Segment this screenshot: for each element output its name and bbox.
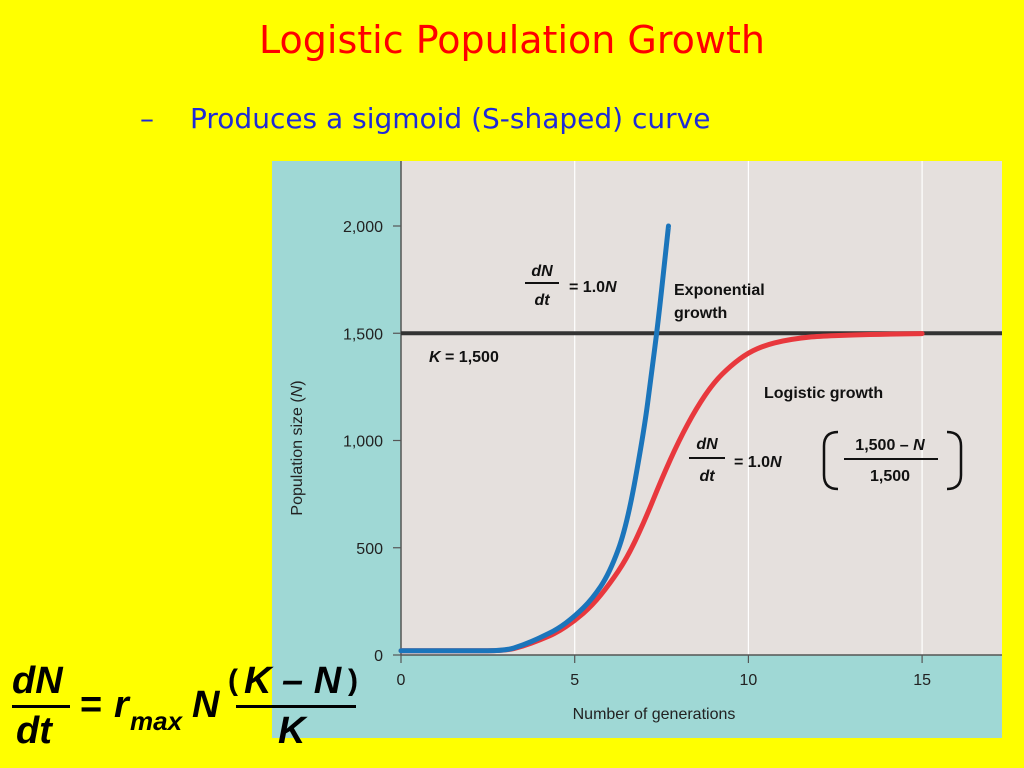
log-eq-fraction-bar <box>689 457 725 459</box>
plot-area <box>401 161 1002 655</box>
y-tick-label: 2,000 <box>343 219 383 236</box>
bullet-point: – Produces a sigmoid (S-shaped) curve <box>140 102 710 135</box>
k-label: K = 1,500 <box>429 349 499 366</box>
formula-lhs-numerator: dN <box>12 660 63 702</box>
slide-title: Logistic Population Growth <box>259 18 765 62</box>
formula-r-subscript: max <box>130 706 183 736</box>
grid <box>574 161 923 655</box>
x-axis-label: Number of generations <box>573 706 736 723</box>
exp-eq-numerator: dN <box>531 263 553 280</box>
exponential-equation: dN dt = 1.0N <box>525 263 617 309</box>
y-tick-label: 1,000 <box>343 434 383 451</box>
log-eq-denominator: dt <box>699 468 715 485</box>
formula-lhs-denominator: dt <box>16 710 52 752</box>
log-eq-left-paren <box>822 430 839 491</box>
bullet-text: Produces a sigmoid (S-shaped) curve <box>190 102 711 135</box>
exponential-growth-curve <box>398 223 671 654</box>
formula-denominator: K <box>278 710 306 752</box>
y-tick-label: 0 <box>374 648 383 665</box>
exp-eq-rhs: = 1.0N <box>569 279 617 296</box>
ticks: 0 500 1,000 1,500 2,000 0 5 10 15 <box>343 219 931 689</box>
formula-k-minus-n: K – N <box>244 660 342 702</box>
formula-n: N <box>192 684 220 726</box>
formula-r: r <box>114 684 129 726</box>
formula-open-paren: ( <box>228 664 238 697</box>
y-tick-label: 1,500 <box>343 326 383 343</box>
population-chart: 0 500 1,000 1,500 2,000 0 5 10 15 Number of gene… <box>272 161 1002 738</box>
logistic-equation: dN dt = 1.0N 1,500 – N 1,500 <box>689 430 963 491</box>
chart-panel: 0 500 1,000 1,500 2,000 0 5 10 15 Number of gene… <box>272 161 1002 738</box>
x-tick-label: 10 <box>740 672 758 689</box>
formula-rhs-bar <box>236 705 356 708</box>
exponential-growth-label: Exponential growth <box>674 282 765 322</box>
log-frac-denominator: 1,500 <box>870 468 910 485</box>
exp-eq-fraction-bar <box>525 282 559 284</box>
series-layer <box>398 223 1002 654</box>
bullet-dash: – <box>140 102 154 135</box>
x-tick-label: 0 <box>397 672 406 689</box>
x-tick-label: 15 <box>913 672 931 689</box>
axes <box>400 161 1002 656</box>
exp-eq-denominator: dt <box>534 292 550 309</box>
log-frac-bar <box>844 458 938 460</box>
formula-close-paren: ) <box>348 664 358 697</box>
log-frac-numerator: 1,500 – N <box>855 437 925 454</box>
x-tick-label: 5 <box>570 672 579 689</box>
log-eq-numerator: dN <box>696 436 718 453</box>
y-tick-label: 500 <box>356 541 383 558</box>
log-eq-right-paren <box>946 430 963 491</box>
logistic-growth-label: Logistic growth <box>764 385 883 402</box>
log-eq-rhs: = 1.0N <box>734 454 782 471</box>
logistic-formula: dN dt = r max N ( K – N ) K <box>6 660 386 760</box>
y-axis-label: Population size (N) <box>289 380 306 515</box>
formula-lhs-bar <box>12 705 70 708</box>
formula-equals: = <box>80 684 103 726</box>
